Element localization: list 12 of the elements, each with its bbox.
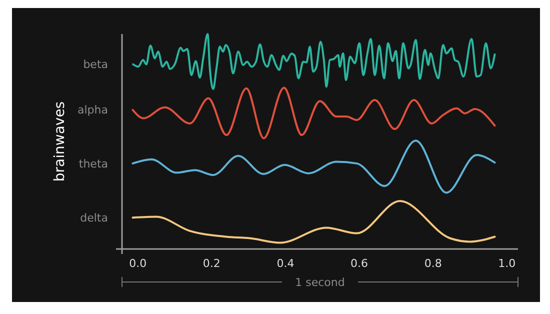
x-tick-label: 1.0 — [498, 257, 516, 270]
x-axis-title: 1 second — [295, 276, 345, 289]
text: theta — [78, 157, 108, 170]
text: beta — [83, 58, 108, 72]
text: delta — [80, 211, 108, 224]
x-tick-label: 0.6 — [350, 257, 368, 270]
text: alpha — [78, 104, 108, 117]
x-tick-label: 0.0 — [129, 257, 147, 270]
y-axis-title: brainwaves — [52, 101, 68, 182]
x-tick-label: 0.8 — [424, 257, 442, 270]
x-tick-label: 0.4 — [276, 257, 294, 270]
x-tick-label: 0.2 — [202, 257, 220, 270]
